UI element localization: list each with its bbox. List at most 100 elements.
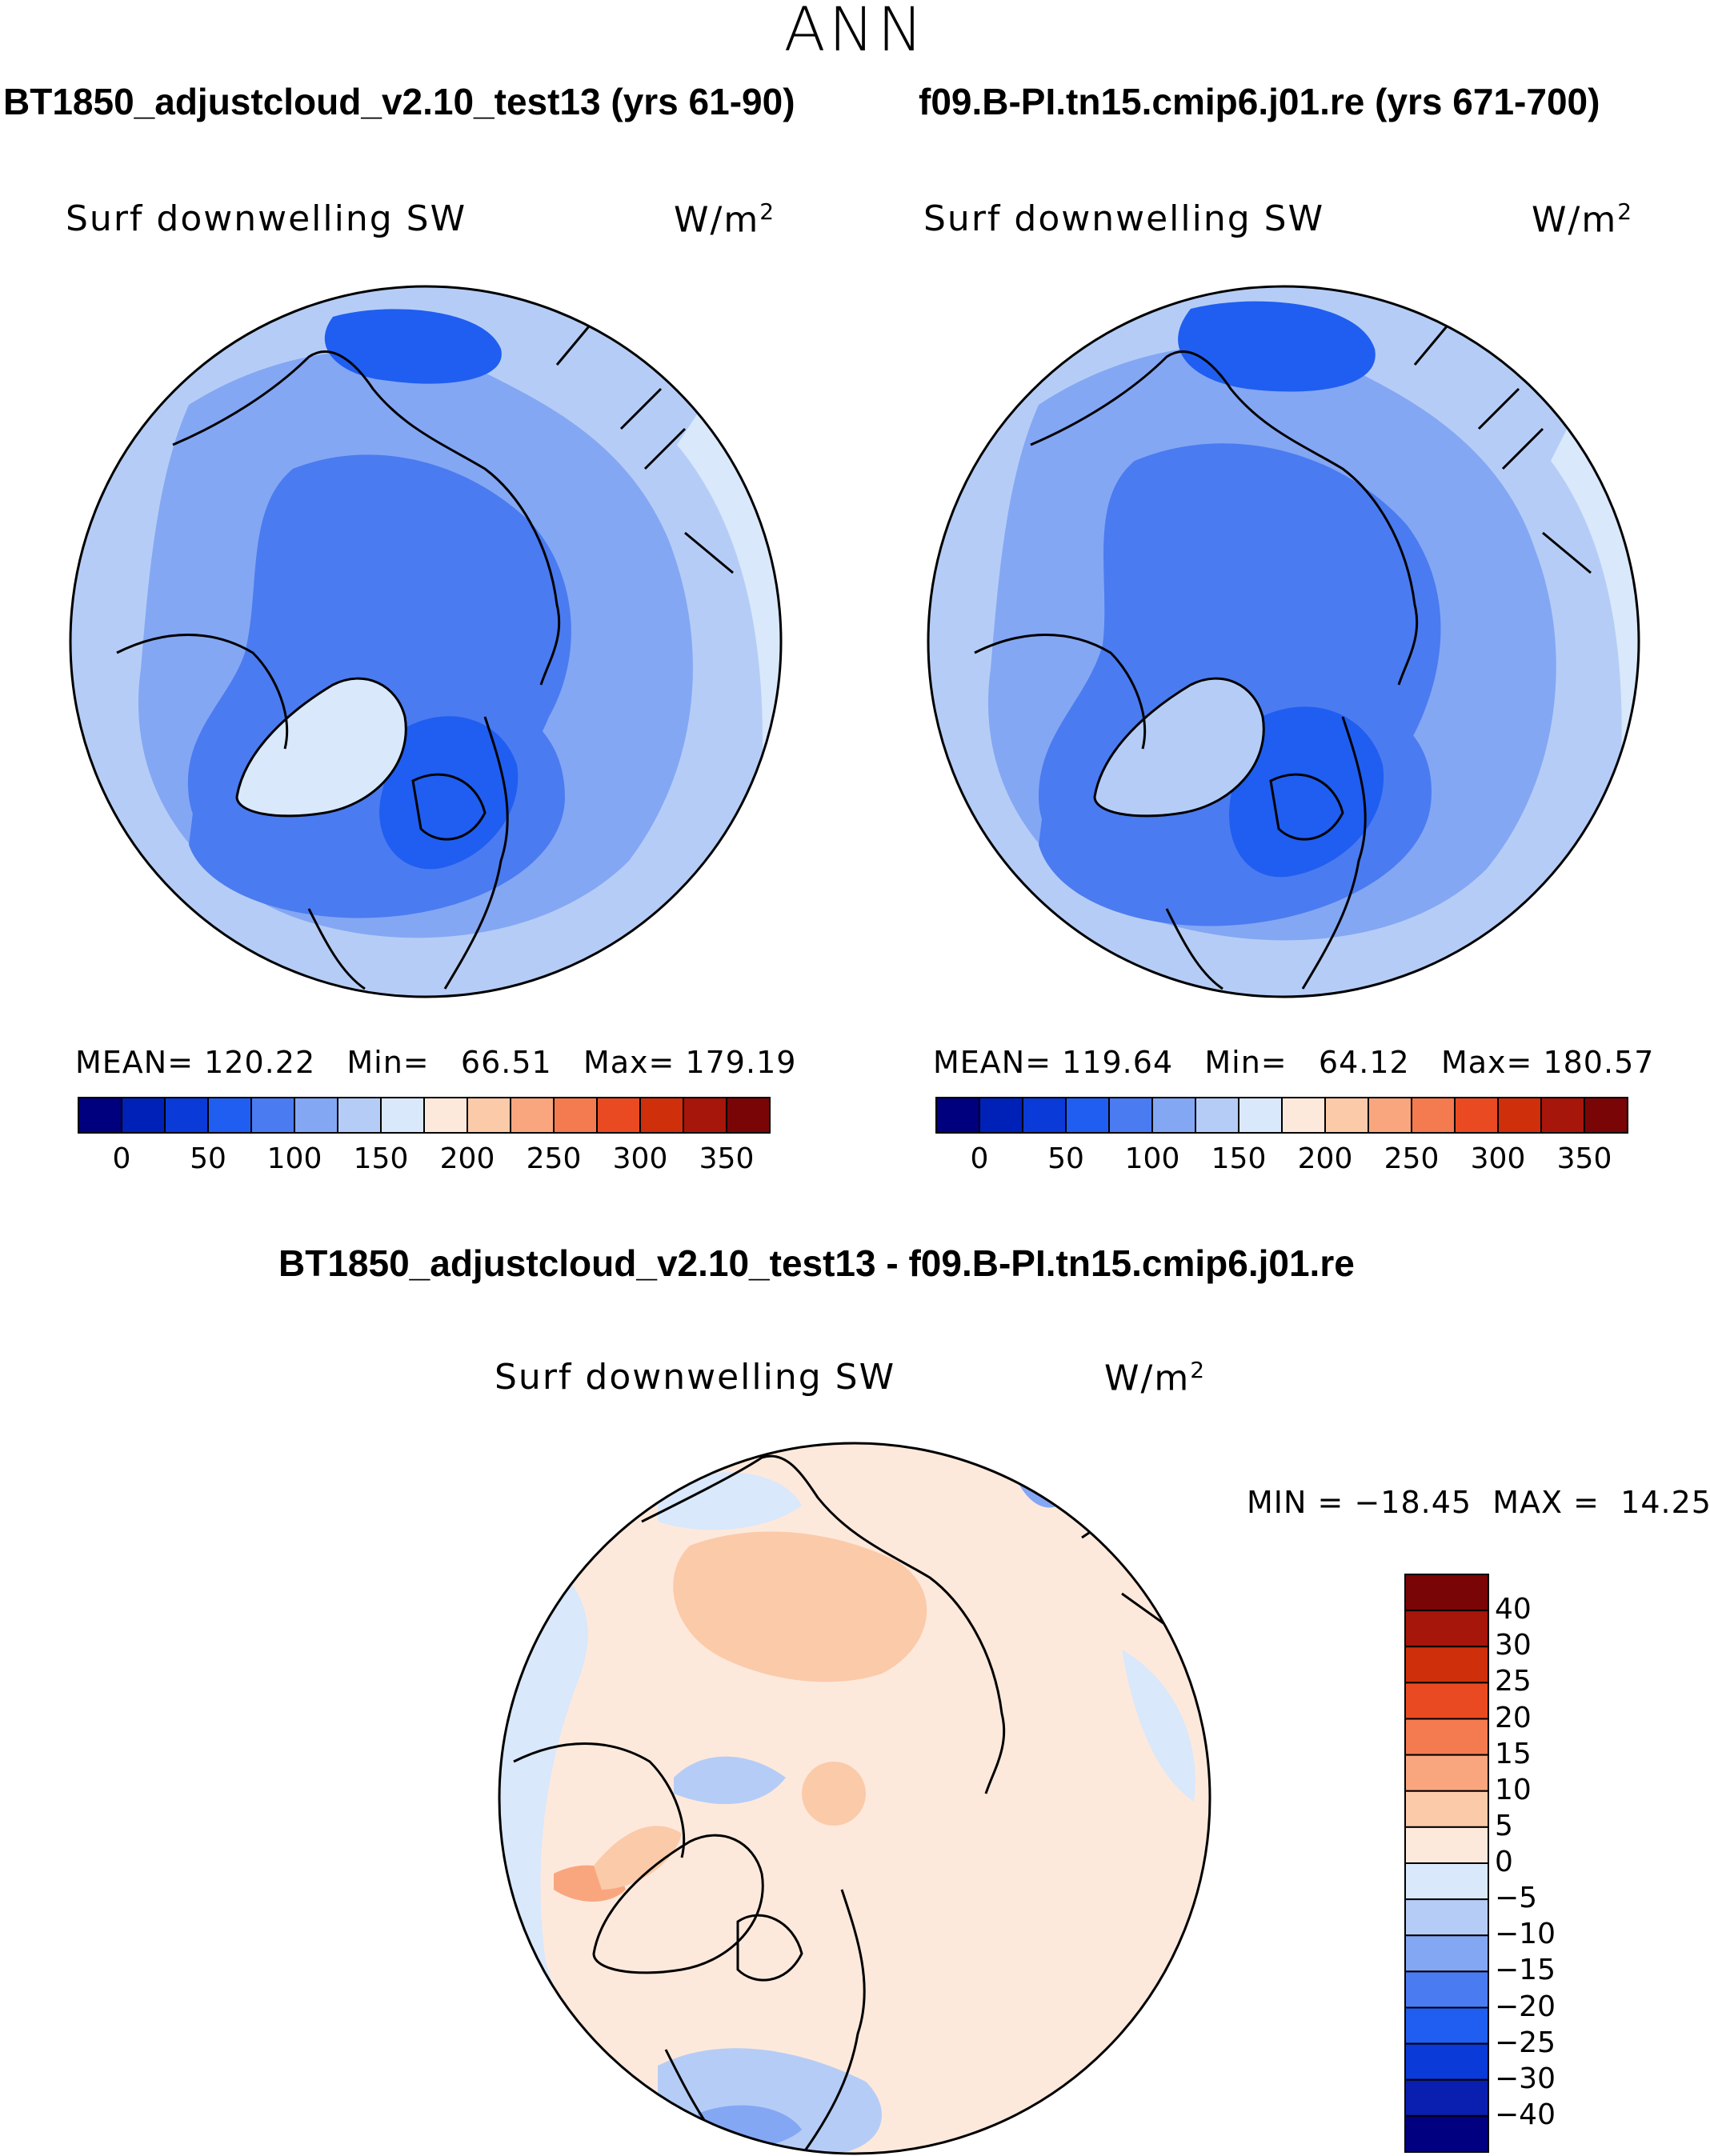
diff-colorbar-swatch [1404,1646,1489,1684]
panel1-colorbar-swatch [467,1097,511,1134]
panel2-colorbar-ticks: 0 50 100 150 200 250 300 350 [936,1142,1628,1182]
diff-colorbar-swatch [1404,2078,1489,2117]
panel2-field-dark-a [1229,706,1384,878]
panel1-colorbar-swatch [380,1097,425,1134]
panel2-colorbar-swatch [1108,1097,1153,1134]
panel1-case-title: BT1850_adjustcloud_v2.10_test13 (yrs 61-… [3,81,795,122]
panel1-colorbar-swatch [423,1097,468,1134]
diff-colorbar-swatch [1404,1610,1489,1648]
diff-title: BT1850_adjustcloud_v2.10_test13 - f09.B-… [278,1242,1355,1284]
panel2-colorbar-swatch [1411,1097,1456,1134]
panel2-coastlines [974,316,1592,990]
diff-field-neg-north [658,1472,802,1530]
panel2-colorbar-swatch [1324,1097,1369,1134]
diff-colorbar-tick-label: 5 [1495,1809,1513,1842]
panel2-colorbar-swatch [935,1097,980,1134]
diff-colorbar-tick-label: −30 [1495,2062,1556,2095]
panel2-colorbar-tick-label: 350 [1556,1142,1612,1175]
diff-stats: MIN = −18.45 MAX = 14.25 [1247,1485,1710,1520]
panel1-colorbar-swatch [164,1097,209,1134]
panel1-colorbar-tick-label: 100 [266,1142,322,1175]
panel2-variable-label: Surf downwelling SW [923,198,1325,239]
diff-colorbar-swatch [1404,1826,1489,1864]
panel1-field-dark-b [324,309,502,384]
panel1-coastlines [116,316,734,990]
panel1-colorbar-tick-label: 50 [190,1142,226,1175]
panel2-colorbar-swatch [1368,1097,1412,1134]
panel1-colorbar-tick-label: 300 [612,1142,668,1175]
diff-colorbar-tick-label: −10 [1495,1918,1556,1951]
panel2-colorbar-swatch [979,1097,1023,1134]
diff-colorbar-tick-label: −5 [1495,1882,1538,1915]
panel2-colorbar-tick-label: 50 [1047,1142,1084,1175]
panel1-units: W/m2 [674,198,776,241]
panel1-colorbar-swatch [553,1097,598,1134]
diff-colorbar-swatch [1404,2006,1489,2045]
panel1-colorbar-swatch [337,1097,382,1134]
diff-colorbar-tick-label: −25 [1495,2026,1556,2059]
panel2-colorbar-tick-label: 250 [1384,1142,1440,1175]
panel1-colorbar-swatch [250,1097,295,1134]
diff-colorbar-tick-label: −20 [1495,1990,1556,2023]
panel1-colorbar [78,1097,771,1134]
panel1-colorbar-swatch [78,1097,122,1134]
panel2-colorbar-tick-label: 200 [1297,1142,1353,1175]
panel1-colorbar-swatch [639,1097,684,1134]
diff-colorbar-swatch [1404,1718,1489,1756]
panel2-colorbar-swatch [1540,1097,1585,1134]
diff-field-neg-strip [674,1756,786,1805]
panel1-polar-map [69,285,783,998]
panel2-colorbar [935,1097,1628,1134]
panel2-colorbar-swatch [1065,1097,1110,1134]
diff-field-neg-edge [1122,1650,1195,1802]
panel2-field-outer-light [1407,286,1639,997]
panel2-colorbar-swatch [1238,1097,1283,1134]
panel1-colorbar-swatch [121,1097,166,1134]
panel2-colorbar-tick-label: 100 [1124,1142,1180,1175]
panel2-colorbar-swatch [1281,1097,1326,1134]
diff-colorbar-swatch [1404,1934,1489,1973]
panel2-field-dark-b [1178,301,1376,392]
panel1-greenland [237,678,406,816]
panel2-stats: MEAN= 119.64 Min= 64.12 Max= 180.57 [933,1045,1655,1080]
diff-coastlines [513,1443,1179,2154]
panel1-colorbar-swatch [510,1097,555,1134]
diff-polar-map [498,1442,1211,2155]
diff-colorbar-swatch [1404,1970,1489,2009]
panel1-field-outer-light [549,286,781,997]
diff-colorbar-swatch [1404,1790,1489,1828]
diff-field-pos-band [594,1826,682,1890]
panel2-case-title: f09.B-PI.tn15.cmip6.j01.re (yrs 671-700) [919,81,1600,122]
panel1-colorbar-tick-label: 250 [526,1142,582,1175]
panel2-colorbar-tick-label: 150 [1211,1142,1267,1175]
diff-colorbar-tick-label: 25 [1495,1665,1532,1698]
panel1-colorbar-swatch [683,1097,727,1134]
diff-colorbar-tick-label: −15 [1495,1954,1556,1987]
panel1-field-dark-a [379,716,519,870]
diff-field-pos-blob [802,1762,866,1826]
panel1-colorbar-tick-label: 0 [112,1142,131,1175]
diff-colorbar-ticks: 40 30 25 20 15 10 5 0 −5 −10 −15 −20 −25 −30 −40 [1495,1574,1591,2152]
panel1-colorbar-tick-label: 350 [699,1142,755,1175]
diff-colorbar-tick-label: 15 [1495,1737,1532,1770]
panel1-colorbar-swatch [207,1097,252,1134]
panel1-colorbar-swatch [596,1097,641,1134]
diff-colorbar-tick-label: 0 [1495,1846,1513,1878]
panel1-colorbar-swatch [726,1097,771,1134]
panel1-colorbar-tick-label: 200 [439,1142,495,1175]
panel1-colorbar-swatch [294,1097,338,1134]
diff-colorbar-swatch [1404,1574,1489,1612]
diff-colorbar-swatch [1404,1682,1489,1720]
panel1-variable-label: Surf downwelling SW [66,198,467,239]
diff-units: W/m2 [1104,1357,1207,1399]
panel2-colorbar-swatch [1195,1097,1239,1134]
diff-colorbar-tick-label: 20 [1495,1701,1532,1734]
panel2-colorbar-tick-label: 300 [1470,1142,1526,1175]
panel1-colorbar-tick-label: 150 [353,1142,409,1175]
panel2-colorbar-swatch [1454,1097,1499,1134]
panel2-colorbar-swatch [1497,1097,1542,1134]
diff-field-pos-central [673,1531,927,1682]
figure-title: ANN [783,0,927,65]
diff-colorbar-swatch [1404,1898,1489,1937]
diff-colorbar-tick-label: 40 [1495,1593,1532,1626]
